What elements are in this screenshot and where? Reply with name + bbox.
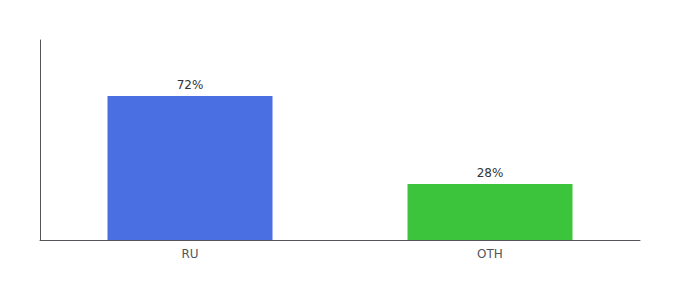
svg-text:28%: 28% (477, 166, 504, 180)
svg-text:OTH: OTH (477, 247, 503, 261)
svg-text:72%: 72% (177, 78, 204, 92)
svg-text:RU: RU (181, 247, 198, 261)
